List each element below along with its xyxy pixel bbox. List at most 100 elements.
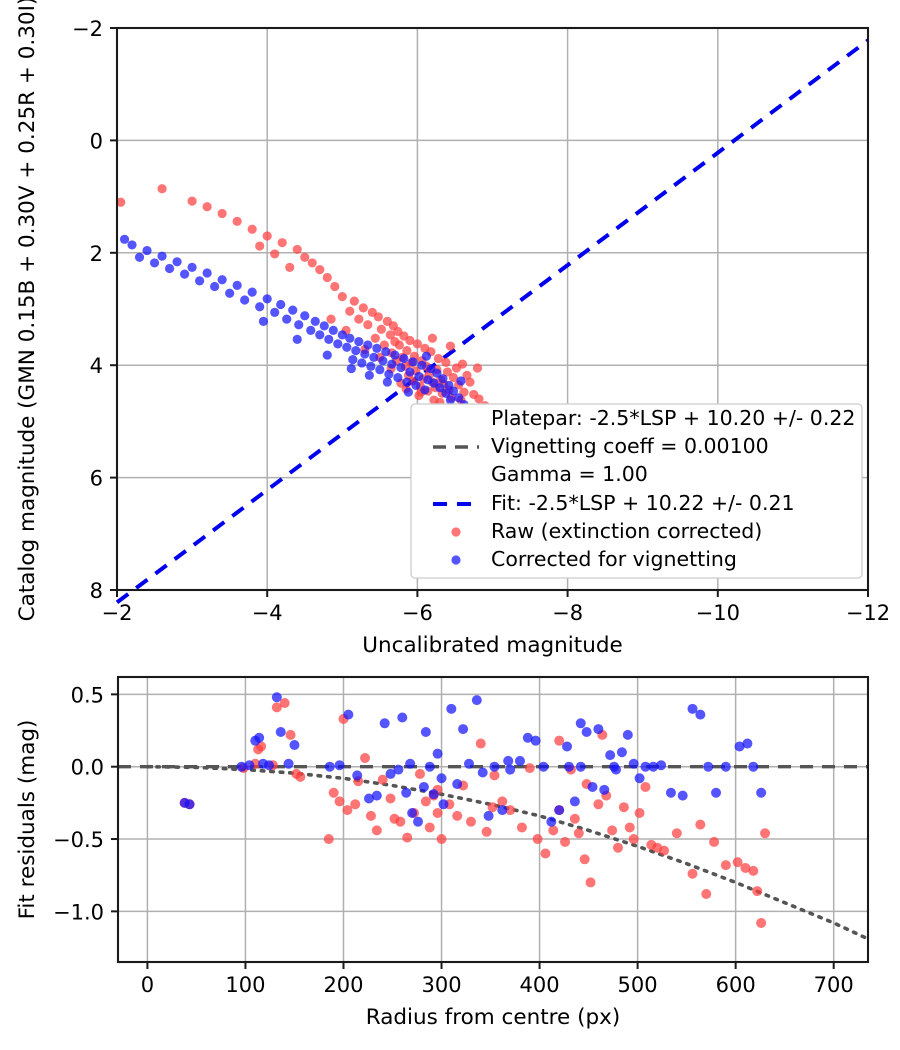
residual-point-corrected bbox=[254, 732, 265, 743]
residual-point-raw bbox=[628, 834, 639, 845]
data-point-corrected bbox=[127, 240, 137, 250]
residual-point-corrected bbox=[289, 739, 300, 750]
residual-point-corrected bbox=[622, 729, 633, 740]
residual-point-raw bbox=[402, 832, 413, 843]
tick-label-x: 400 bbox=[520, 973, 560, 997]
residual-point-corrected bbox=[271, 692, 282, 703]
data-point-corrected bbox=[369, 352, 379, 362]
data-point-corrected bbox=[232, 280, 242, 290]
residual-point-corrected bbox=[656, 760, 667, 771]
residual-point-corrected bbox=[703, 761, 714, 772]
legend[interactable]: Platepar: -2.5*LSP + 10.20 +/- 0.22 Vigne… bbox=[410, 403, 863, 579]
residual-point-corrected bbox=[734, 741, 745, 752]
x-axis-label-top: Uncalibrated magnitude bbox=[362, 633, 622, 658]
residual-point-corrected bbox=[379, 718, 390, 729]
residual-point-raw bbox=[295, 771, 306, 782]
residual-point-raw bbox=[377, 774, 388, 785]
residual-point-raw bbox=[285, 729, 296, 740]
data-point-raw bbox=[349, 296, 359, 306]
residual-point-corrected bbox=[418, 781, 429, 792]
data-point-corrected bbox=[348, 354, 358, 365]
tick-label-x: 500 bbox=[618, 973, 658, 997]
residual-point-raw bbox=[328, 787, 339, 798]
data-point-raw bbox=[322, 272, 332, 283]
data-point-corrected bbox=[390, 350, 400, 360]
tick-label-y: −0.5 bbox=[53, 828, 104, 852]
data-point-raw bbox=[370, 333, 380, 343]
residual-point-corrected bbox=[424, 761, 435, 772]
residual-point-corrected bbox=[420, 726, 431, 737]
data-point-corrected bbox=[255, 302, 265, 312]
data-point-raw bbox=[441, 357, 451, 367]
fit-line bbox=[115, 38, 870, 604]
data-point-corrected bbox=[157, 251, 167, 261]
data-point-corrected bbox=[420, 385, 430, 395]
residual-point-raw bbox=[701, 889, 712, 900]
y-axis-label-top: Catalog magnitude (GMN 0.15B + 0.30V + 0… bbox=[15, 0, 40, 621]
residual-point-raw bbox=[748, 865, 759, 876]
data-point-corrected bbox=[262, 294, 272, 304]
residual-point-corrected bbox=[401, 787, 412, 798]
data-point-raw bbox=[433, 353, 444, 364]
residual-point-raw bbox=[414, 768, 425, 779]
residual-point-raw bbox=[709, 836, 720, 847]
data-point-raw bbox=[382, 316, 392, 326]
data-point-corrected bbox=[342, 342, 352, 352]
data-point-corrected bbox=[454, 393, 464, 403]
data-point-corrected bbox=[119, 234, 130, 244]
data-point-raw bbox=[457, 359, 468, 369]
legend-label: Platepar: -2.5*LSP + 10.20 +/- 0.22 bbox=[491, 406, 855, 430]
residual-point-raw bbox=[465, 816, 476, 827]
residual-point-raw bbox=[695, 819, 706, 830]
plot-frame-top bbox=[115, 26, 870, 592]
tick-label-y: 2 bbox=[90, 242, 103, 266]
residual-point-raw bbox=[489, 770, 500, 781]
residual-point-raw bbox=[487, 802, 498, 813]
residual-point-corrected bbox=[244, 760, 255, 771]
residual-point-corrected bbox=[748, 761, 759, 772]
residual-point-raw bbox=[548, 825, 559, 836]
data-point-raw bbox=[358, 303, 368, 313]
tick-label-x: 300 bbox=[421, 973, 461, 997]
fit-residuals-plot: 0 100 200 300 400 500 600 700 0.5 0.0 −0.5 −1.0 Radi… bbox=[15, 675, 870, 1030]
data-point-raw bbox=[420, 343, 430, 353]
tick-label-x: −12 bbox=[846, 601, 890, 625]
residual-point-raw bbox=[752, 886, 763, 897]
data-point-raw bbox=[448, 372, 459, 383]
residual-point-corrected bbox=[599, 784, 610, 795]
residual-point-raw bbox=[532, 834, 543, 845]
data-point-corrected bbox=[210, 281, 220, 292]
residual-point-corrected bbox=[720, 761, 731, 772]
data-point-corrected bbox=[187, 262, 197, 273]
residual-point-raw bbox=[585, 877, 596, 888]
data-point-corrected bbox=[351, 345, 361, 356]
residual-point-raw bbox=[560, 836, 571, 847]
residual-point-raw bbox=[659, 845, 670, 856]
data-point-corrected bbox=[411, 380, 421, 391]
residual-point-corrected bbox=[363, 793, 374, 804]
residual-point-raw bbox=[497, 796, 508, 807]
residual-point-raw bbox=[607, 825, 618, 836]
residual-point-raw bbox=[271, 702, 282, 713]
legend-marker-raw-dot bbox=[451, 527, 461, 537]
data-point-raw bbox=[307, 258, 317, 268]
legend-label: Raw (extinction corrected) bbox=[491, 519, 762, 543]
residual-point-corrected bbox=[575, 718, 586, 729]
residual-point-corrected bbox=[436, 773, 447, 784]
residual-point-corrected bbox=[687, 703, 698, 714]
data-point-corrected bbox=[240, 295, 250, 305]
data-point-corrected bbox=[357, 358, 367, 368]
tick-label-x: 200 bbox=[323, 973, 363, 997]
residual-point-corrected bbox=[530, 735, 541, 746]
residual-point-corrected bbox=[438, 799, 449, 810]
data-point-corrected bbox=[423, 375, 433, 385]
data-point-raw bbox=[285, 262, 295, 273]
data-point-raw bbox=[292, 244, 302, 255]
residual-point-corrected bbox=[371, 790, 382, 801]
tick-label-x: −6 bbox=[402, 601, 433, 625]
data-point-corrected bbox=[363, 340, 373, 350]
data-point-corrected bbox=[384, 369, 394, 379]
residual-point-corrected bbox=[665, 787, 676, 798]
data-point-corrected bbox=[372, 343, 382, 353]
